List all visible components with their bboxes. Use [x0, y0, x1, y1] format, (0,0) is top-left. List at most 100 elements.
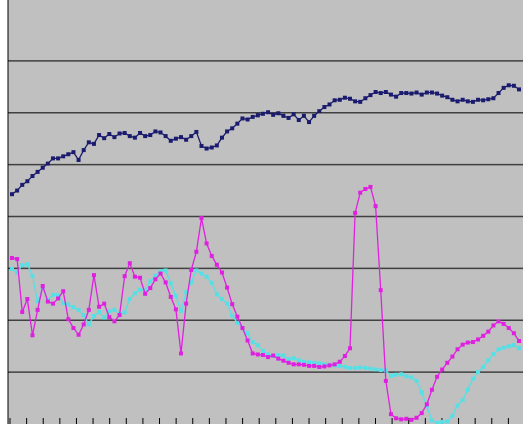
data-point [337, 363, 342, 368]
data-point [424, 402, 429, 407]
data-point [194, 249, 199, 254]
data-point [496, 91, 501, 96]
data-point [312, 360, 317, 365]
data-point [127, 261, 132, 266]
data-point [358, 190, 363, 195]
data-point [383, 378, 388, 383]
data-point [102, 315, 107, 320]
data-point [250, 114, 255, 119]
data-point [260, 353, 265, 358]
data-point [511, 331, 516, 336]
data-point [363, 96, 368, 101]
data-point [404, 374, 409, 379]
data-point [138, 130, 143, 135]
data-point [419, 411, 424, 416]
data-point [158, 271, 163, 276]
data-point [455, 403, 460, 408]
data-point [30, 333, 35, 338]
data-point [10, 192, 14, 197]
data-point [429, 418, 434, 423]
data-point [491, 351, 496, 356]
data-point [496, 319, 501, 324]
data-point [517, 339, 521, 343]
data-point [435, 420, 440, 424]
data-point [271, 353, 276, 358]
data-point [245, 338, 250, 343]
data-point [409, 91, 414, 96]
data-point [35, 169, 40, 174]
data-point [255, 343, 260, 348]
data-point [373, 204, 378, 209]
data-point [342, 354, 347, 359]
data-point [184, 290, 189, 295]
data-point [219, 135, 224, 140]
data-point [429, 387, 434, 392]
data-point [122, 310, 127, 315]
data-point [348, 96, 352, 101]
data-point [460, 97, 465, 102]
data-point [199, 216, 204, 221]
data-point [245, 117, 250, 122]
data-point [317, 109, 322, 114]
data-point [132, 274, 137, 279]
data-point [148, 133, 153, 138]
data-point [158, 268, 163, 273]
data-point [209, 253, 214, 258]
data-point [291, 362, 296, 367]
data-point [184, 301, 189, 306]
data-point [168, 281, 173, 286]
data-point [286, 360, 291, 365]
data-point [240, 116, 245, 121]
data-point [143, 291, 148, 296]
data-point [214, 292, 219, 297]
data-point [91, 273, 96, 278]
data-point [189, 280, 194, 285]
data-point [91, 314, 96, 319]
data-point [378, 368, 383, 373]
data-point [301, 362, 306, 367]
data-point [429, 90, 434, 95]
data-point [209, 280, 214, 285]
data-point [435, 91, 440, 96]
data-point [81, 148, 86, 153]
data-point [481, 333, 486, 338]
data-point [204, 146, 209, 151]
data-point [322, 364, 327, 369]
data-point [230, 302, 235, 307]
data-point [378, 288, 383, 293]
data-point [194, 268, 199, 273]
data-point [153, 277, 158, 282]
data-point [501, 345, 506, 350]
data-point [445, 360, 450, 365]
data-point [117, 313, 122, 318]
data-point [337, 97, 342, 102]
data-point [163, 134, 168, 139]
data-point [373, 90, 378, 94]
data-point [307, 363, 312, 368]
data-point [450, 413, 455, 418]
data-point [219, 296, 224, 301]
data-point [148, 279, 153, 284]
data-point [20, 182, 25, 187]
data-point [163, 268, 168, 273]
data-point [127, 296, 132, 301]
data-point [76, 307, 81, 312]
data-point [501, 321, 506, 326]
data-point [66, 152, 71, 157]
data-point [317, 361, 322, 366]
data-point [419, 92, 424, 97]
data-point [230, 313, 235, 318]
data-point [301, 359, 306, 364]
data-point [158, 130, 163, 135]
data-point [388, 373, 393, 378]
data-point [179, 135, 183, 140]
data-point [97, 133, 102, 138]
data-point [476, 337, 481, 342]
data-point [307, 120, 312, 125]
data-point [348, 365, 352, 370]
data-point [112, 135, 117, 140]
data-point [168, 138, 173, 143]
data-point [122, 130, 127, 135]
data-point [286, 115, 291, 120]
data-point [353, 99, 358, 104]
